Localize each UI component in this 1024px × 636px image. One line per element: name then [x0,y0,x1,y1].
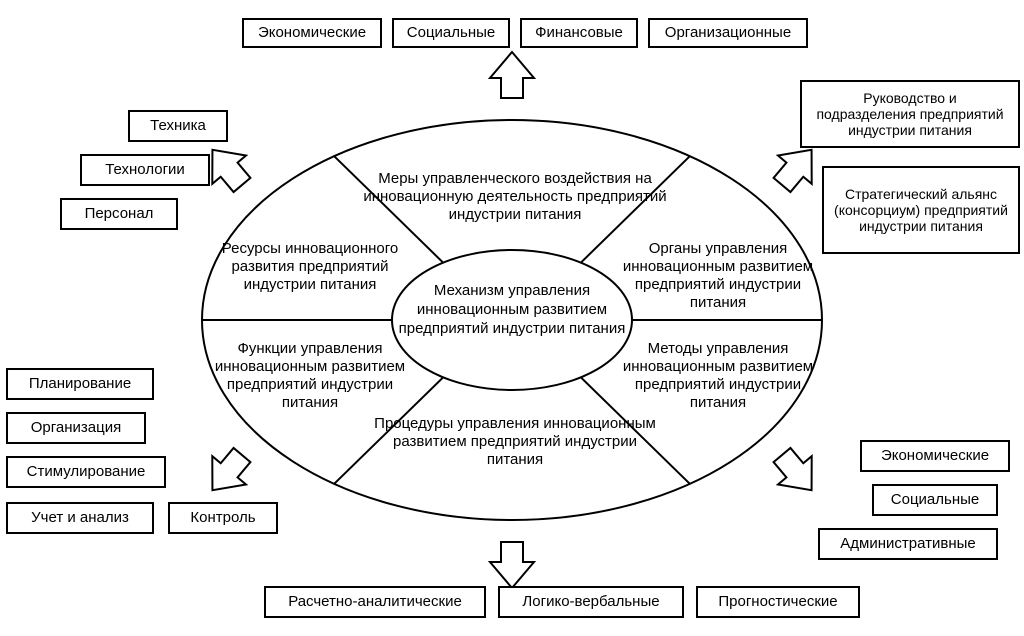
arrow-top [490,52,534,98]
segment-label-left-lower: Функции управления инновационным развити… [210,340,410,412]
box-bl-1: Организация [6,412,146,444]
box-top-3: Организационные [648,18,808,48]
segment-label-top: Меры управленческого воздействия на инно… [360,170,670,224]
box-tr-0: Руководство и подразделения предприятий … [800,80,1020,148]
box-bl-0: Планирование [6,368,154,400]
box-bottom-1: Логико-вербальные [498,586,684,618]
box-top-2: Финансовые [520,18,638,48]
segment-label-right-lower: Методы управления инновационным развитие… [618,340,818,412]
box-bl-4: Контроль [168,502,278,534]
segment-label-right-upper: Органы управления инновационным развитие… [618,240,818,312]
box-bottom-2: Прогностические [696,586,860,618]
box-tl-2: Персонал [60,198,178,230]
box-tr-1: Стратегический альянс (консорциум) предп… [822,166,1020,254]
arrow-bl [196,441,259,505]
box-tl-1: Технологии [80,154,210,186]
box-br-1: Социальные [872,484,998,516]
arrow-bottom [490,542,534,588]
box-bl-2: Стимулирование [6,456,166,488]
box-tl-0: Техника [128,110,228,142]
box-top-1: Социальные [392,18,510,48]
segment-label-bottom: Процедуры управления инновационным разви… [370,415,660,469]
segment-label-left-upper: Ресурсы инновационного развития предприя… [210,240,410,294]
arrow-br [765,441,828,505]
box-br-2: Административные [818,528,998,560]
box-bottom-0: Расчетно-аналитические [264,586,486,618]
box-bl-3: Учет и анализ [6,502,154,534]
diagram-stage: Механизм управления инновационным развит… [0,0,1024,636]
box-br-0: Экономические [860,440,1010,472]
box-top-0: Экономические [242,18,382,48]
center-label: Механизм управления инновационным развит… [398,282,626,338]
